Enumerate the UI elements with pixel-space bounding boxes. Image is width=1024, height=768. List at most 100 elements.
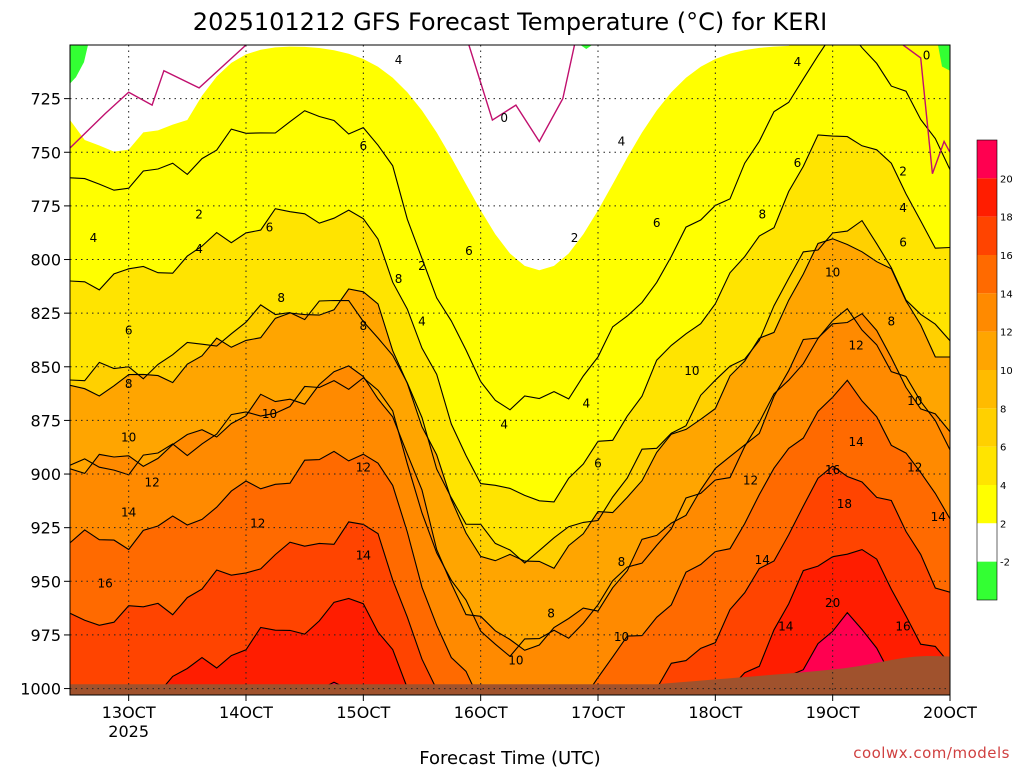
- contour-label: 12: [848, 338, 863, 352]
- colorbar-label: 6: [1000, 443, 1006, 454]
- y-tick-label: 975: [30, 626, 61, 645]
- plot-area: 4 2 6 4 6 8 8 10 10 12 14 16 12 14 8 8 6 4 2 4 12 6 0 4 2 8 10 4 6 4 6…: [70, 45, 950, 695]
- colorbar-label: 18: [1000, 213, 1013, 224]
- plot-frame: [69, 44, 951, 696]
- contour-label: 12: [743, 473, 758, 487]
- y-tick-label: 950: [30, 572, 61, 591]
- band-neg2-right: [938, 45, 950, 71]
- contour-label: 16: [895, 619, 910, 633]
- contour-14: [70, 379, 950, 695]
- credit-text: coolwx.com/models: [853, 744, 1010, 762]
- contour-label: 6: [125, 323, 133, 337]
- contour-16: [70, 465, 950, 695]
- y-axis: 725 750 775 800 825 850 875 900 925 950 975 1000: [20, 90, 70, 699]
- contour-label: 8: [360, 319, 368, 333]
- colorbar-swatch: [977, 370, 997, 409]
- contour-label: 6: [594, 456, 602, 470]
- contour-label: 10: [825, 265, 840, 279]
- colorbar-swatch: [977, 561, 997, 600]
- contour-label: 4: [794, 55, 802, 69]
- x-tick-label: 19OCT: [806, 703, 860, 722]
- contour-label: 12: [250, 516, 265, 530]
- ground-terrain: [70, 656, 950, 695]
- contour-label: 10: [508, 654, 523, 668]
- x-tick-label: 18OCT: [688, 703, 742, 722]
- contour-label: 6: [465, 244, 473, 258]
- contour-label: 12: [356, 461, 371, 475]
- contour-8: [70, 307, 950, 658]
- contour-label: 4: [90, 231, 98, 245]
- contour-label: 4: [618, 135, 626, 149]
- temperature-bands: [70, 45, 950, 695]
- contour-label: 10: [907, 394, 922, 408]
- contour-label: 6: [653, 216, 661, 230]
- colorbar-label: 16: [1000, 251, 1013, 262]
- contour-18: [93, 548, 950, 695]
- contour-label: 8: [888, 315, 896, 329]
- colorbar-label: 20: [1000, 174, 1013, 185]
- contour-12: [70, 312, 950, 651]
- contour-label: 6: [899, 235, 907, 249]
- colorbar-label: 8: [1000, 404, 1006, 415]
- colorbar-swatch: [977, 331, 997, 370]
- contour-2: [70, 45, 950, 411]
- contour-label: 20: [825, 596, 840, 610]
- contour-label: 18: [837, 497, 852, 511]
- contour-label: 14: [778, 619, 793, 633]
- grid-lines: [70, 45, 950, 695]
- y-tick-label: 725: [30, 90, 61, 109]
- colorbar-swatch: [977, 140, 997, 179]
- x-tick-sublabel: 2025: [108, 722, 149, 741]
- contour-label: 4: [500, 418, 508, 432]
- y-tick-label: 850: [30, 358, 61, 377]
- colorbar-frame: [976, 139, 998, 601]
- contour-label: 4: [395, 53, 403, 67]
- contour-label: 10: [262, 407, 277, 421]
- contour-10: [70, 238, 950, 570]
- x-tick-label: 16OCT: [454, 703, 508, 722]
- contour-label: 8: [125, 377, 133, 391]
- contour-label: 2: [195, 207, 203, 221]
- contour-label: 14: [356, 549, 371, 563]
- colorbar-swatch: [977, 446, 997, 485]
- contour-label: 12: [144, 476, 159, 490]
- x-tick-label: 17OCT: [571, 703, 625, 722]
- contour-20: [303, 611, 913, 695]
- contour-label: 4: [195, 242, 203, 256]
- chart-title: 2025101212 GFS Forecast Temperature (°C)…: [193, 8, 827, 36]
- contour-label: 4: [418, 315, 426, 329]
- y-tick-label: 775: [30, 197, 61, 216]
- y-tick-label: 925: [30, 519, 61, 538]
- contour-label: 10: [684, 364, 699, 378]
- y-tick-label: 1000: [20, 680, 61, 699]
- contour-label: 10: [614, 630, 629, 644]
- contour-6: [70, 219, 950, 564]
- freezing-line-west: [70, 45, 247, 149]
- colorbar-swatch: [977, 485, 997, 524]
- colorbar-label: -2: [1000, 558, 1010, 569]
- band-18: [94, 549, 950, 695]
- colorbar-swatch: [977, 523, 997, 562]
- colorbar-swatch: [977, 408, 997, 447]
- contour-label: 14: [755, 553, 770, 567]
- contour-label: 16: [825, 463, 840, 477]
- band-neg2-mid: [580, 45, 593, 49]
- contour-label: 8: [758, 207, 766, 221]
- contour-label: 2: [899, 165, 907, 179]
- contour-label: 8: [395, 272, 403, 286]
- contour-label: 12: [907, 461, 922, 475]
- colorbar-swatch: [977, 255, 997, 294]
- contour-label: 14: [121, 506, 136, 520]
- band-0: [70, 45, 950, 271]
- contour-label: 8: [277, 291, 285, 305]
- contour-label: 2: [571, 231, 579, 245]
- colorbar-label: 14: [1000, 289, 1013, 300]
- freezing-line-east: [902, 45, 950, 174]
- contour-4: [70, 134, 950, 503]
- contour-label: 4: [899, 201, 907, 215]
- contour-label: 14: [931, 510, 946, 524]
- x-axis-label: Forecast Time (UTC): [419, 748, 600, 768]
- contour-labels: 4 2 6 4 6 8 8 10 10 12 14 16 12 14 8 8 6 4 2 4 12 6 0 4 2 8 10 4 6 4 6…: [90, 49, 946, 668]
